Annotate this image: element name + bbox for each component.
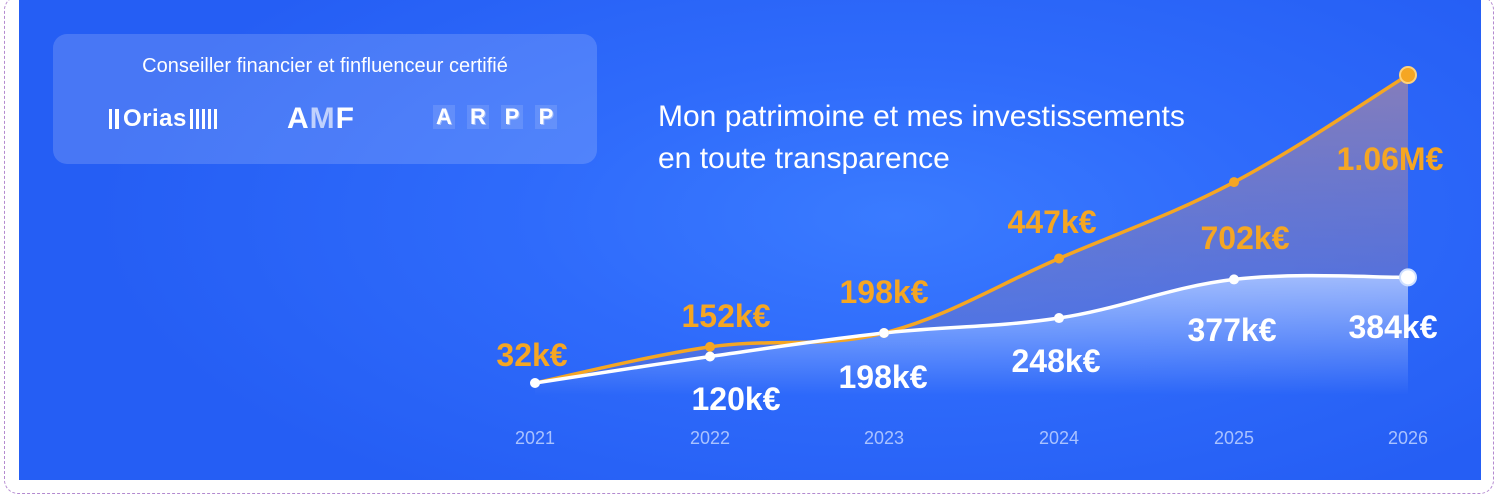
white-point — [705, 351, 715, 362]
orias-logo: Orias — [109, 104, 217, 134]
x-tick-label: 2025 — [1214, 428, 1254, 448]
white-value-label: 120k€ — [692, 381, 781, 417]
page-frame — [4, 0, 1494, 494]
orange-series-line — [533, 73, 1410, 385]
orange-point — [1054, 253, 1064, 264]
white-area — [535, 275, 1408, 395]
orange-point — [1229, 177, 1239, 188]
arpp-letter: R — [467, 105, 489, 129]
certification-card: Conseiller financier et finfluenceur cer… — [53, 34, 597, 164]
x-tick-label: 2021 — [515, 428, 555, 448]
orange-value-label: 152k€ — [682, 298, 771, 334]
white-point — [1054, 313, 1064, 324]
white-point — [530, 378, 540, 388]
headline-line-2: en toute transparence — [658, 142, 950, 175]
headline: Mon patrimoine et mes investissements en… — [658, 96, 1298, 180]
arpp-letter: A — [433, 105, 455, 129]
orange-point — [1399, 66, 1417, 84]
arpp-letter: P — [535, 105, 557, 129]
orange-area — [535, 75, 1408, 383]
orias-bars-right-icon — [189, 109, 217, 129]
x-tick-label: 2024 — [1039, 428, 1079, 448]
banner: Conseiller financier et finfluenceur cer… — [19, 0, 1481, 480]
x-tick-label: 2023 — [864, 428, 904, 448]
arpp-letter: P — [501, 105, 523, 129]
white-value-label: 384k€ — [1349, 309, 1438, 345]
orias-bars-left-icon — [109, 109, 119, 129]
x-tick-label: 2022 — [690, 428, 730, 448]
orange-value-label: 198k€ — [840, 274, 929, 310]
orange-point — [705, 341, 715, 352]
white-point — [1229, 274, 1239, 285]
certification-title: Conseiller financier et finfluenceur cer… — [142, 55, 508, 77]
white-value-label: 198k€ — [839, 359, 928, 395]
wealth-chart: 32k€ 152k€ 198k€ 447k€ 702k€ 1.06M€ 120k€ 198k€… — [496, 66, 1444, 448]
orange-value-label: 32k€ — [496, 337, 567, 373]
white-value-label: 377k€ — [1188, 312, 1277, 348]
orange-value-label: 447k€ — [1008, 204, 1097, 240]
orange-value-label: 702k€ — [1201, 220, 1290, 256]
orias-logo-text: Orias — [123, 105, 187, 132]
white-series-line — [533, 273, 1410, 385]
amf-logo: AMF — [287, 102, 355, 135]
white-point — [1399, 268, 1417, 287]
orange-value-label: 1.06M€ — [1337, 141, 1444, 177]
arpp-logo: A R P P — [433, 105, 557, 135]
x-tick-label: 2026 — [1388, 428, 1428, 448]
headline-line-1: Mon patrimoine et mes investissements — [658, 100, 1185, 133]
white-value-label: 248k€ — [1012, 343, 1101, 379]
white-point — [879, 328, 889, 338]
